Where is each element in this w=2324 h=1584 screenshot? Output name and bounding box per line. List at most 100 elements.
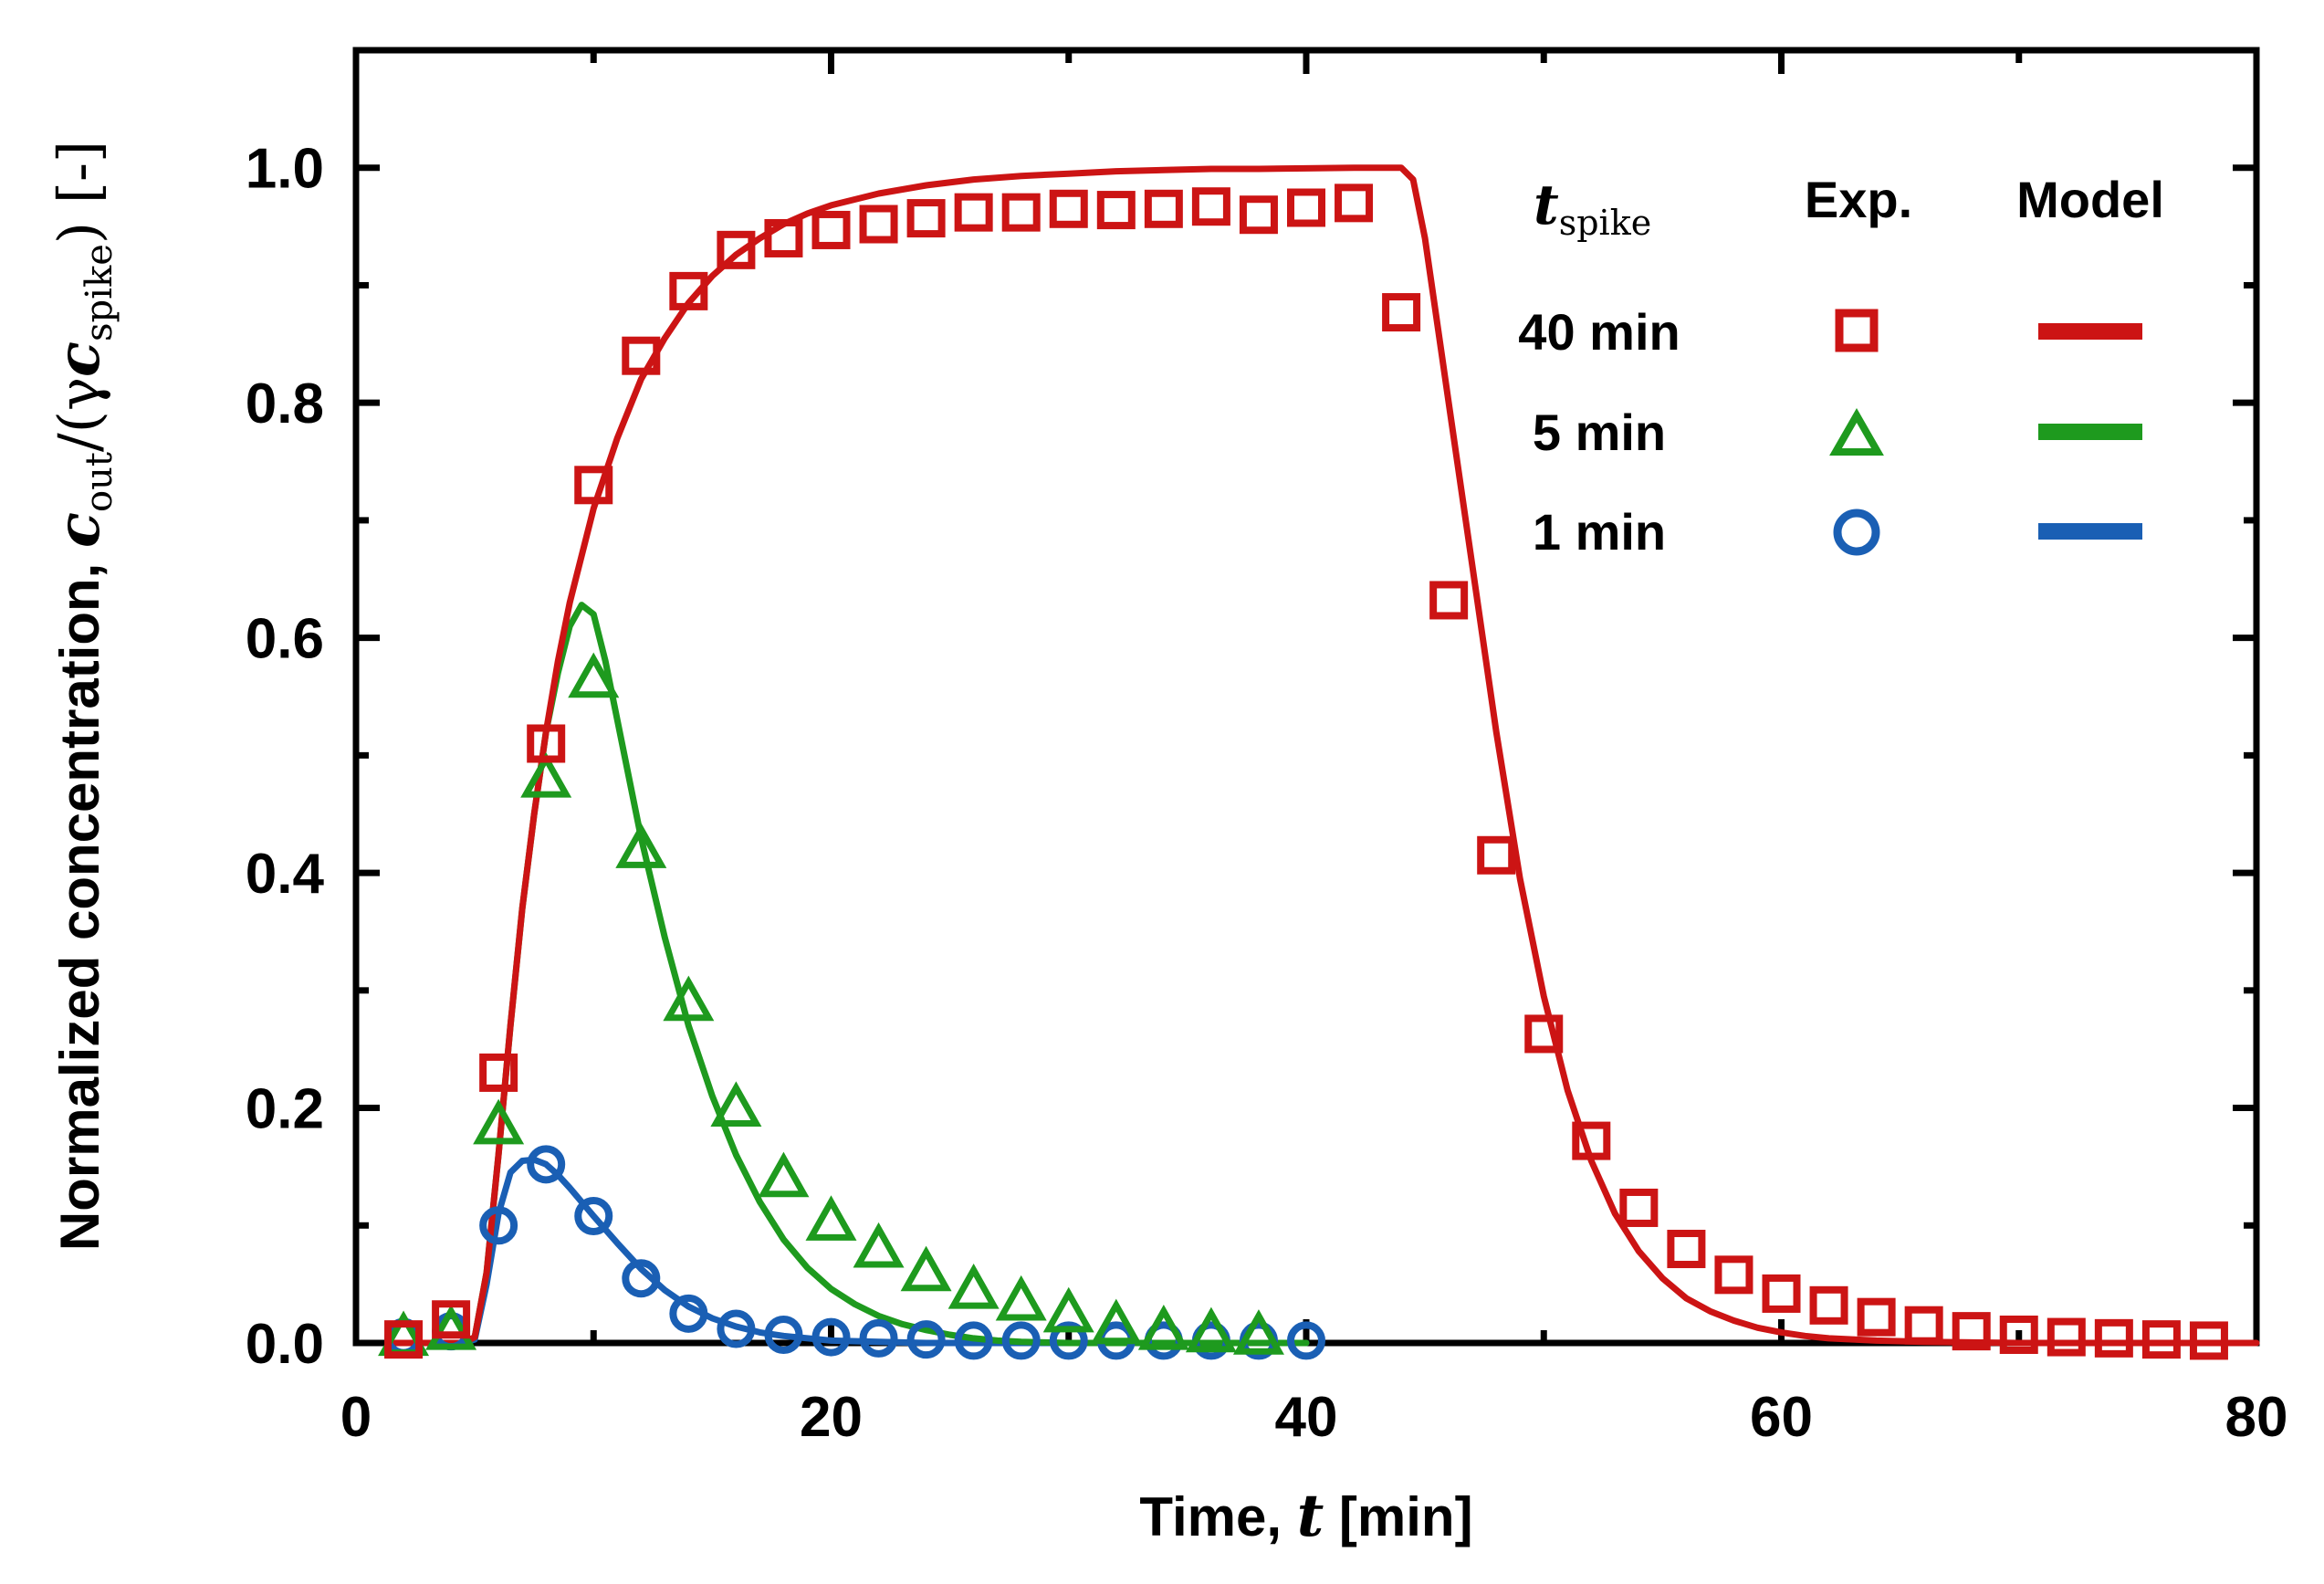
exp-point-triangle [710, 1081, 762, 1128]
exp-point-square [1952, 1312, 1991, 1351]
ticks [352, 47, 2260, 1347]
x-tick-label: 60 [1750, 1386, 1813, 1449]
plot-frame [352, 47, 2260, 1347]
exp-point-square [1049, 189, 1088, 228]
exp-point-square [1287, 188, 1325, 227]
x-axis-title: Time, t [min] [1139, 1482, 1472, 1550]
exp-point-triangle [615, 823, 667, 868]
exp-point-square [1001, 193, 1041, 232]
exp-point-circle [859, 1318, 898, 1358]
exp-point-circle [717, 1309, 756, 1348]
exp-point-square [1239, 195, 1278, 235]
exp-point-square [954, 193, 993, 232]
exp-point-circle [1001, 1321, 1041, 1360]
x-tick-label: 0 [340, 1386, 372, 1449]
exp-point-triangle [853, 1222, 905, 1268]
exp-point-square [574, 466, 613, 505]
legend-square-marker [1835, 309, 1879, 352]
exp-point-triangle [473, 1098, 525, 1145]
x-tick-labels: 0 20 40 60 80 [340, 1386, 2288, 1449]
exp-point-square [1572, 1121, 1611, 1160]
exp-point-square [2141, 1320, 2181, 1359]
exp-point-triangle [995, 1275, 1047, 1321]
legend: tspike Exp. Model 40 min 5 min 1 min [1518, 171, 2164, 561]
exp-point-square [1096, 191, 1136, 230]
exp-point-square [1667, 1230, 1706, 1269]
exp-point-square [1762, 1274, 1801, 1313]
exp-point-square [1714, 1255, 1753, 1295]
exp-point-circle [622, 1259, 661, 1298]
exp-point-triangle [900, 1245, 952, 1292]
x-tick-label: 80 [2225, 1386, 2288, 1449]
y-axis-title: Normalized concentration, cout/(γcspike)… [45, 141, 120, 1251]
model-curve-square [388, 164, 2260, 1347]
exp-point-square [1999, 1315, 2038, 1354]
legend-label-1min: 1 min [1533, 503, 1666, 561]
exp-point-square [1477, 835, 1516, 875]
exp-point-triangle [663, 975, 715, 1022]
exp-point-square [717, 230, 756, 269]
exp-point-square [1191, 187, 1230, 226]
exp-point-triangle [1185, 1306, 1237, 1353]
exp-markers [378, 184, 2228, 1360]
model-curves [388, 164, 2260, 1347]
exp-point-triangle [425, 1305, 477, 1350]
y-tick-label: 0.6 [246, 608, 324, 671]
x-tick-label: 40 [1275, 1386, 1338, 1449]
exp-point-square [1809, 1285, 1848, 1325]
exp-point-square [764, 218, 803, 257]
exp-point-square [2094, 1318, 2133, 1358]
exp-point-circle [764, 1315, 803, 1354]
exp-point-square [479, 1053, 518, 1092]
y-tick-label: 0.8 [246, 372, 324, 435]
exp-point-square [811, 210, 851, 249]
exp-point-square [1382, 293, 1421, 332]
exp-point-circle [479, 1206, 518, 1245]
exp-point-square [669, 271, 708, 310]
legend-header-exp: Exp. [1805, 171, 1912, 228]
exp-point-triangle [1232, 1309, 1284, 1355]
legend-triangle-marker [1829, 407, 1884, 456]
exp-point-square [1335, 184, 1374, 223]
exp-point-triangle [568, 652, 620, 698]
legend-circle-marker [1833, 509, 1880, 556]
exp-point-square [859, 205, 898, 244]
exp-point-circle [669, 1294, 708, 1333]
exp-point-circle [811, 1317, 851, 1357]
exp-point-square [1619, 1188, 1659, 1227]
x-tick-label: 20 [800, 1386, 863, 1449]
exp-point-circle [1049, 1321, 1088, 1360]
exp-point-circle [906, 1320, 946, 1359]
exp-point-square [2047, 1317, 2086, 1357]
y-tick-label: 0.0 [246, 1313, 324, 1376]
exp-point-triangle [1042, 1286, 1094, 1333]
y-tick-labels: 0.0 0.2 0.4 0.6 0.8 1.0 [246, 138, 325, 1376]
exp-point-square [2189, 1321, 2228, 1360]
exp-point-triangle [947, 1263, 1000, 1309]
y-tick-label: 0.2 [246, 1078, 324, 1141]
y-tick-label: 1.0 [246, 138, 324, 201]
legend-header-model: Model [2016, 171, 2164, 228]
exp-point-square [1524, 1014, 1564, 1054]
exp-point-square [622, 336, 661, 375]
exp-point-square [527, 724, 566, 763]
exp-point-square [384, 1320, 424, 1359]
exp-point-triangle [1137, 1305, 1189, 1350]
exp-point-triangle [805, 1195, 857, 1241]
exp-point-triangle [758, 1151, 810, 1198]
exp-point-square [1429, 581, 1469, 620]
exp-point-square [432, 1300, 471, 1339]
exp-point-square [1904, 1306, 1943, 1345]
exp-point-square [906, 199, 946, 238]
legend-label-5min: 5 min [1533, 404, 1666, 461]
legend-label-40min: 40 min [1518, 303, 1680, 361]
y-tick-label: 0.4 [246, 843, 325, 906]
exp-point-triangle [520, 751, 572, 798]
exp-point-square [1144, 189, 1183, 228]
exp-point-circle [527, 1145, 566, 1184]
legend-header-tspike: tspike [1534, 173, 1651, 243]
exp-point-circle [574, 1196, 613, 1235]
exp-point-square [1857, 1297, 1896, 1337]
exp-point-circle [1287, 1321, 1325, 1360]
